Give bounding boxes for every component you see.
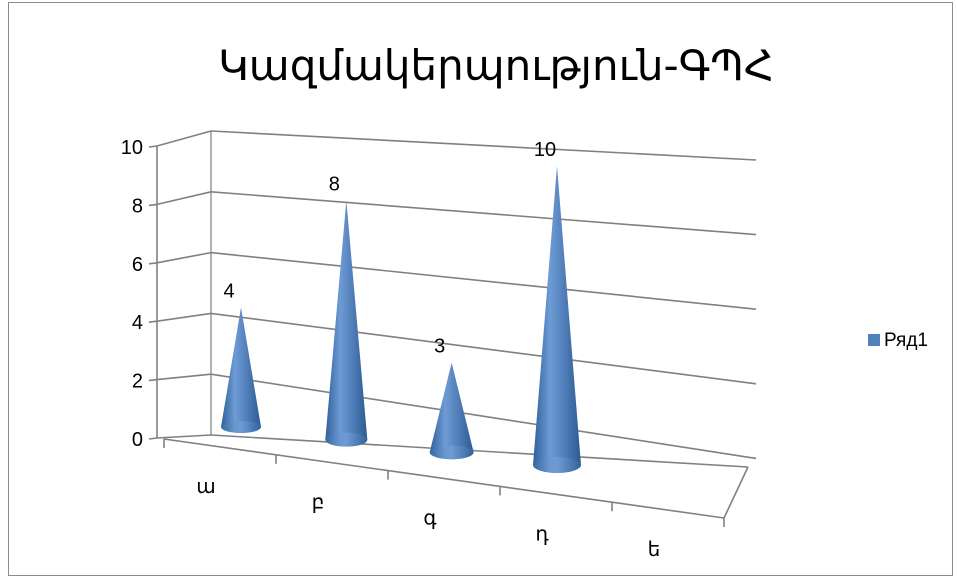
data-label: 8 — [329, 173, 340, 195]
y-tick-mark — [148, 320, 158, 323]
cones — [221, 166, 581, 473]
category-labels: ա բ գ դ ե — [196, 474, 660, 561]
gridline — [210, 373, 757, 460]
x-tick-label: գ — [423, 506, 436, 530]
x-tick-label: բ — [312, 490, 325, 514]
gridline — [210, 251, 757, 310]
legend-swatch — [868, 334, 880, 346]
x-tick-label: ե — [648, 537, 661, 561]
cone-body — [325, 200, 368, 447]
data-labels: 4 8 3 10 — [223, 139, 556, 358]
gridlines — [156, 130, 757, 460]
gridline — [210, 312, 757, 385]
legend-label: Ряд1 — [884, 330, 928, 351]
y-tick-labels: 0 2 4 6 8 10 — [121, 137, 143, 451]
cone-base — [221, 421, 261, 433]
data-label: 4 — [223, 280, 234, 302]
y-tick-label: 2 — [132, 371, 143, 393]
cone-base — [533, 457, 581, 473]
cone-body — [429, 362, 474, 460]
cone-ա — [221, 307, 261, 433]
cone-base — [325, 432, 368, 447]
y-tick-label: 6 — [132, 254, 143, 276]
side-gridline — [156, 130, 212, 147]
floor-back-edge — [210, 434, 749, 468]
y-tick-mark — [148, 145, 158, 148]
axes — [148, 131, 749, 527]
cone-base — [429, 445, 474, 460]
side-gridline — [156, 312, 212, 322]
chart-frame: Կազմակերպություն-ԳՊՀ 0 2 4 6 8 10 ա բ գ դ ե 4 8 3 10… — [8, 2, 953, 576]
cone-գ — [429, 362, 474, 460]
x-tick-label: դ — [535, 521, 549, 545]
cone-body — [221, 307, 261, 433]
floor-right-edge — [723, 466, 749, 519]
side-gridline — [156, 191, 212, 206]
y-tick-mark — [148, 378, 158, 382]
cone-բ — [325, 200, 368, 447]
data-label: 10 — [534, 139, 556, 161]
gridline — [210, 191, 757, 236]
y-tick-label: 0 — [132, 429, 143, 451]
side-gridline — [156, 434, 212, 439]
cone-body — [533, 166, 581, 473]
y-tick-mark — [148, 437, 158, 440]
y-tick-label: 4 — [132, 312, 143, 334]
y-tick-mark — [148, 262, 158, 265]
chart-title: Կազմակերպություն-ԳՊՀ — [218, 41, 774, 90]
y-tick-label: 8 — [132, 195, 143, 217]
data-label: 3 — [434, 336, 445, 358]
gridline — [210, 130, 757, 161]
cone-դ — [533, 166, 581, 473]
legend: Ряд1 — [868, 330, 928, 351]
y-tick-label: 10 — [121, 137, 143, 159]
side-gridline — [156, 373, 212, 381]
cone-chart: Կազմակերպություն-ԳՊՀ 0 2 4 6 8 10 ա բ գ դ ե 4 8 3 10… — [121, 41, 928, 561]
side-gridline — [156, 251, 212, 264]
y-tick-mark — [148, 203, 158, 207]
x-tick-label: ա — [196, 474, 215, 498]
x-axis-front-edge — [163, 438, 725, 519]
